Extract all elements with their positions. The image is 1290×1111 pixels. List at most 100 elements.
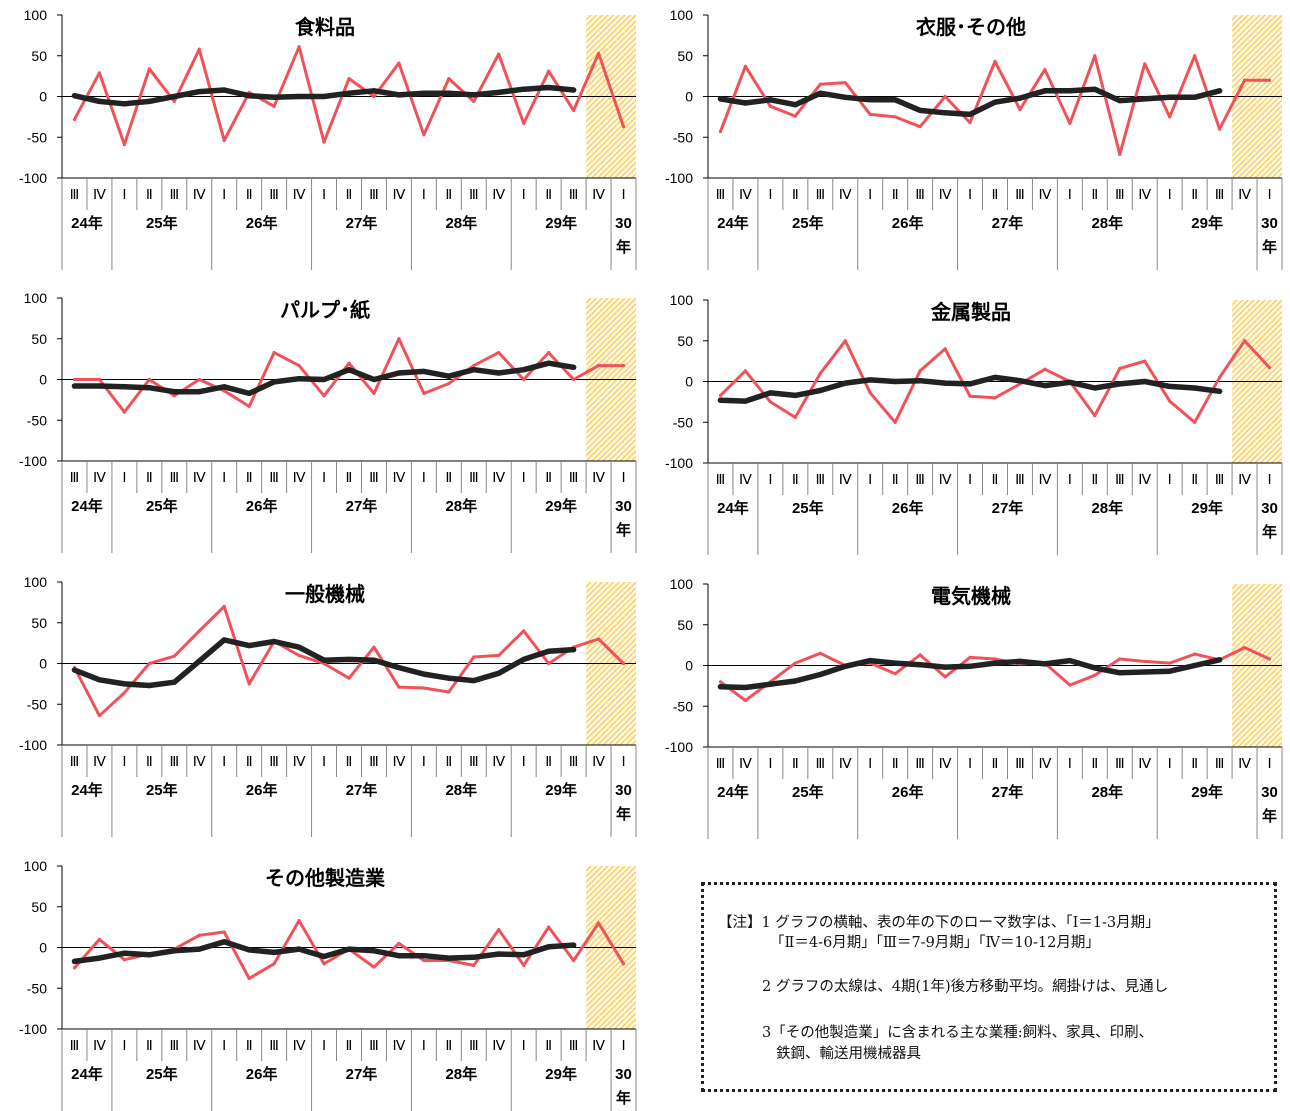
x-quarter-label: Ⅱ	[1091, 757, 1098, 772]
x-quarter-label: Ⅰ	[868, 473, 872, 488]
x-year-label: 24年	[71, 497, 103, 515]
x-quarter-label: Ⅱ	[892, 757, 899, 772]
ma-data-point	[742, 100, 749, 106]
di-data-point	[422, 391, 426, 395]
di-data-point	[547, 661, 551, 666]
y-tick-label: -100	[19, 453, 47, 469]
x-quarter-label: Ⅳ	[1238, 473, 1251, 488]
x-quarter-label: Ⅳ	[739, 473, 752, 488]
x-quarter-label: Ⅰ	[422, 755, 426, 770]
x-quarter-label: Ⅰ	[322, 1039, 326, 1054]
x-quarter-label: Ⅱ	[246, 1039, 253, 1054]
ma-data-point	[146, 952, 152, 958]
di-data-point	[72, 117, 77, 121]
x-quarter-label: Ⅳ	[293, 755, 306, 770]
ma-data-point	[171, 93, 177, 100]
ma-data-point	[196, 89, 202, 95]
x-quarter-label: Ⅲ	[569, 1039, 579, 1054]
y-tick-label: -50	[673, 414, 693, 430]
di-data-point	[818, 371, 822, 375]
chart-title: パルプ･紙	[280, 298, 370, 322]
di-data-point	[621, 661, 626, 666]
x-year-label: 27年	[992, 499, 1024, 517]
di-data-point	[272, 104, 276, 108]
chart-title: 衣服･その他	[916, 15, 1026, 39]
di-data-point	[1093, 54, 1097, 58]
x-quarter-label: Ⅳ	[492, 188, 505, 203]
ma-data-point	[396, 370, 402, 376]
di-data-point	[147, 67, 151, 71]
x-quarter-label: Ⅱ	[346, 471, 353, 486]
di-series-line	[73, 337, 625, 414]
x-year-label: 26年	[892, 499, 924, 517]
x-quarter-label: Ⅳ	[392, 471, 405, 486]
ma-data-point	[471, 367, 477, 373]
di-data-point	[1143, 359, 1147, 363]
di-data-point	[1168, 661, 1172, 665]
ma-data-point	[346, 946, 352, 952]
di-data-point	[596, 51, 601, 55]
x-year-label-last: 年	[1262, 238, 1277, 256]
x-quarter-label: Ⅲ	[1215, 757, 1225, 772]
di-data-point	[147, 661, 151, 666]
chart-panel-4: 100 50 0 -50 -100 Ⅲ Ⅳ Ⅰ Ⅱ Ⅲ Ⅳ Ⅰ Ⅱ Ⅲ Ⅳ Ⅰ Ⅱ Ⅲ Ⅳ Ⅰ Ⅱ Ⅲ Ⅳ Ⅰ Ⅱ Ⅲ Ⅳ Ⅰ 24年 2…	[646, 285, 1286, 555]
note-box: 【注】1 グラフの横軸、表の年の下のローマ数字は、「Ⅰ＝1-3月期」 「Ⅱ＝4-…	[701, 882, 1277, 1092]
x-quarter-label: Ⅱ	[146, 188, 153, 203]
di-data-point	[843, 81, 847, 85]
di-data-point	[868, 112, 872, 117]
ma-data-point	[421, 953, 427, 959]
di-data-point	[522, 963, 526, 968]
ma-data-point	[817, 90, 823, 96]
ma-data-point	[892, 97, 898, 103]
di-data-point	[621, 962, 626, 966]
di-data-point	[993, 396, 997, 400]
x-year-label-last: 30	[1261, 784, 1278, 801]
x-quarter-label: Ⅳ	[839, 473, 852, 488]
ma-data-point	[842, 94, 848, 100]
y-tick-label: 50	[677, 48, 693, 64]
ma-data-point	[346, 656, 352, 663]
di-data-point	[422, 133, 426, 137]
ma-data-point	[246, 947, 252, 953]
x-quarter-label: Ⅳ	[293, 1039, 306, 1054]
x-quarter-label: Ⅱ	[1091, 473, 1098, 488]
x-quarter-label: Ⅰ	[422, 1039, 426, 1054]
ma-data-point	[1167, 94, 1173, 100]
x-year-label: 28年	[445, 1065, 477, 1083]
di-data-point	[793, 661, 797, 665]
ma-data-point	[321, 376, 327, 383]
di-data-point	[1043, 367, 1047, 371]
y-tick-label: 100	[24, 7, 48, 23]
x-quarter-label: Ⅰ	[1267, 188, 1271, 203]
di-data-point	[122, 958, 126, 962]
x-quarter-label: Ⅲ	[1015, 757, 1025, 772]
x-quarter-label: Ⅰ	[422, 188, 426, 203]
x-year-label: 24年	[717, 214, 749, 232]
ma-data-point	[496, 370, 502, 376]
y-tick-label: 100	[24, 290, 48, 306]
x-quarter-label: Ⅳ	[939, 473, 952, 488]
ma-data-point	[321, 953, 327, 960]
ma-data-point	[942, 664, 948, 670]
x-quarter-label: Ⅳ	[93, 755, 106, 770]
y-tick-label: -100	[19, 737, 47, 753]
x-quarter-label: Ⅰ	[322, 188, 326, 203]
x-quarter-label: Ⅲ	[169, 188, 179, 203]
di-data-point	[718, 129, 723, 134]
y-tick-label: 0	[685, 658, 693, 674]
x-quarter-label: Ⅳ	[839, 188, 852, 203]
di-data-point	[272, 351, 276, 355]
di-data-point	[472, 963, 476, 968]
ma-data-point	[446, 373, 452, 379]
ma-data-point	[1117, 670, 1123, 676]
ma-data-point	[1117, 381, 1123, 387]
di-data-point	[197, 377, 201, 382]
di-data-point	[297, 653, 301, 657]
ma-data-point	[992, 660, 998, 666]
ma-data-point	[967, 111, 973, 118]
ma-data-point	[767, 681, 773, 687]
di-data-point	[322, 962, 326, 966]
x-year-label: 26年	[246, 497, 278, 515]
